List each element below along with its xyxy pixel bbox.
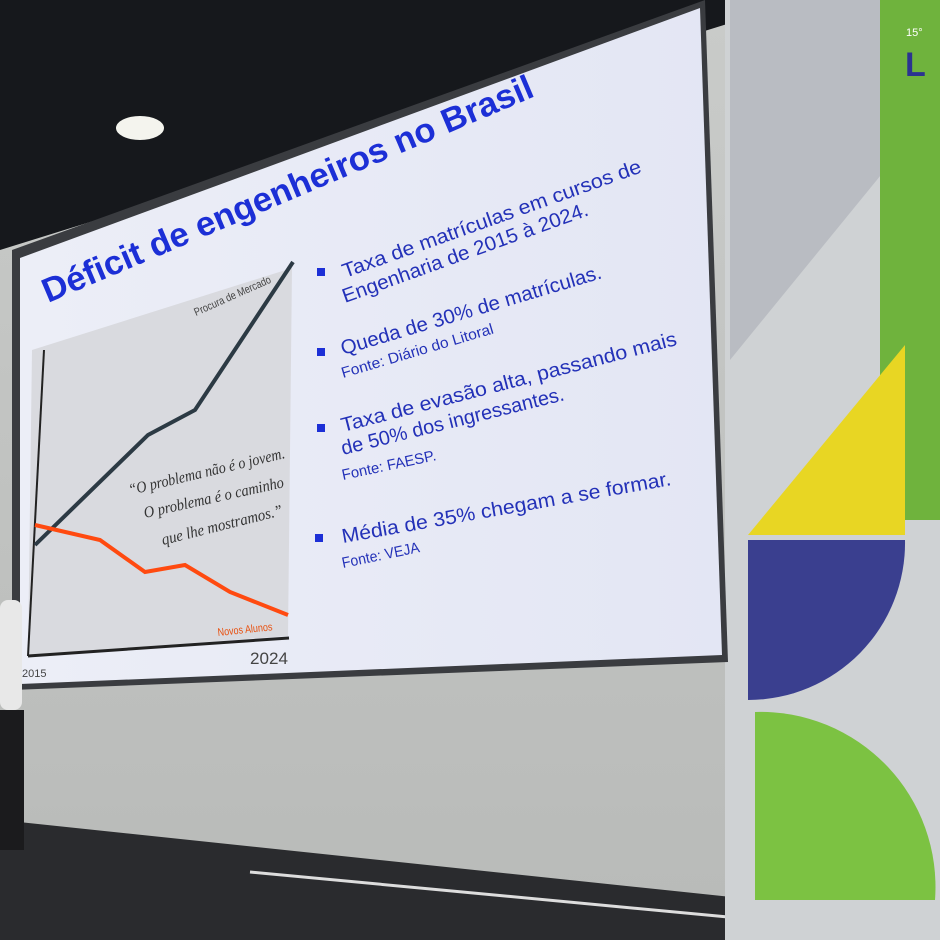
panel-yellow [748, 345, 905, 535]
stage-floor [0, 820, 940, 940]
start-year: 2015 [22, 668, 46, 680]
chart-y-axis [27, 349, 45, 657]
stage-edge [249, 870, 761, 922]
end-year: 2024 [250, 649, 288, 668]
panel-green-arc [755, 711, 936, 900]
students-label: Novos Alunos [217, 621, 273, 639]
panel-blue [748, 540, 906, 701]
presenter [0, 600, 22, 710]
bullet-marker [317, 348, 325, 356]
sign-edition: 15° [906, 27, 923, 39]
bullet-marker [317, 424, 325, 432]
panel-gray [730, 0, 885, 360]
presenter-legs [0, 710, 24, 850]
chart-x-axis [27, 636, 290, 658]
demand-line [33, 260, 295, 547]
students-line [34, 523, 289, 617]
bullet-marker [315, 534, 323, 542]
bullet-marker [317, 268, 325, 276]
sign-name: L [905, 46, 926, 84]
ceiling-light [116, 116, 164, 140]
